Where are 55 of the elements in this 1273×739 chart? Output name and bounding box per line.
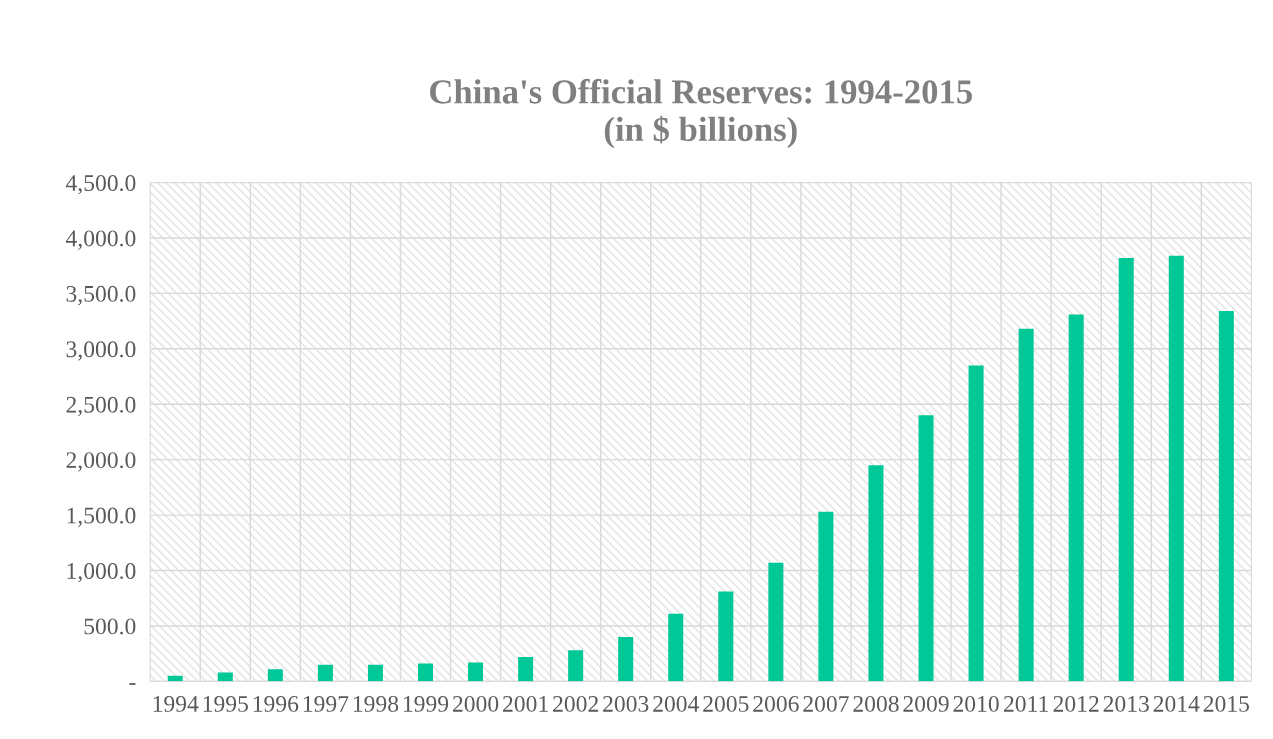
x-tick-label: 2006 [753,695,799,712]
bar [267,669,283,682]
y-tick-label: 3,500.0 [66,285,136,306]
bar [1068,314,1084,682]
x-tick-label: 2000 [452,695,499,712]
bar [317,664,333,682]
bar [1168,255,1184,682]
x-tick-label: 2007 [803,695,849,712]
bar [618,637,634,682]
x-tick-label: 1998 [353,695,399,712]
x-tick-label: 2008 [853,695,899,712]
x-tick-label: 2010 [953,695,999,712]
bar [568,650,584,682]
x-tick-label: 2013 [1103,695,1149,712]
bar [367,664,383,682]
x-tick-label: 1997 [303,696,349,712]
bar [768,562,784,682]
x-tick-label: 2001 [503,695,548,712]
y-tick-label: 4,500.0 [65,175,136,195]
y-tick-label: - [129,683,136,685]
bar [217,672,233,682]
x-tick-label: 2012 [1053,695,1099,712]
x-tick-label: 1994 [153,696,199,712]
bar [718,591,734,682]
bar [1018,328,1034,682]
y-tick-label: 1,000.0 [67,563,136,583]
x-tick-label: 1999 [403,696,449,712]
chart-title: China's Official Reserves: 1994-2015 (in $ billions) [430,78,972,149]
bar [918,415,934,682]
y-tick-label: 1,500.0 [67,507,136,527]
bar [868,465,884,682]
x-tick-label: 2005 [703,695,749,712]
bar [518,656,534,682]
bar [417,663,434,682]
bar [818,511,834,682]
bar [1118,257,1134,682]
x-tick-label: 2004 [653,695,699,712]
x-tick-label: 2011 [1003,695,1048,712]
x-tick-label: 2014 [1153,695,1200,712]
bar [167,675,183,682]
x-tick-label: 2002 [553,695,598,712]
y-tick-label: 2,500.0 [66,396,136,417]
y-tick-label: 2,000.0 [66,452,136,472]
bar [968,365,984,682]
y-tick-label: 500.0 [84,618,136,635]
y-tick-label: 4,000.0 [65,230,136,250]
bar [1218,311,1234,682]
x-tick-label: 2003 [603,695,649,712]
x-tick-label: 2009 [903,695,949,712]
bar [468,662,484,682]
y-tick-label: 3,000.0 [66,341,136,361]
x-tick-label: 1996 [253,696,299,712]
x-tick-label: 1995 [203,696,248,712]
x-tick-label: 2015 [1203,695,1250,712]
bar [668,613,684,682]
